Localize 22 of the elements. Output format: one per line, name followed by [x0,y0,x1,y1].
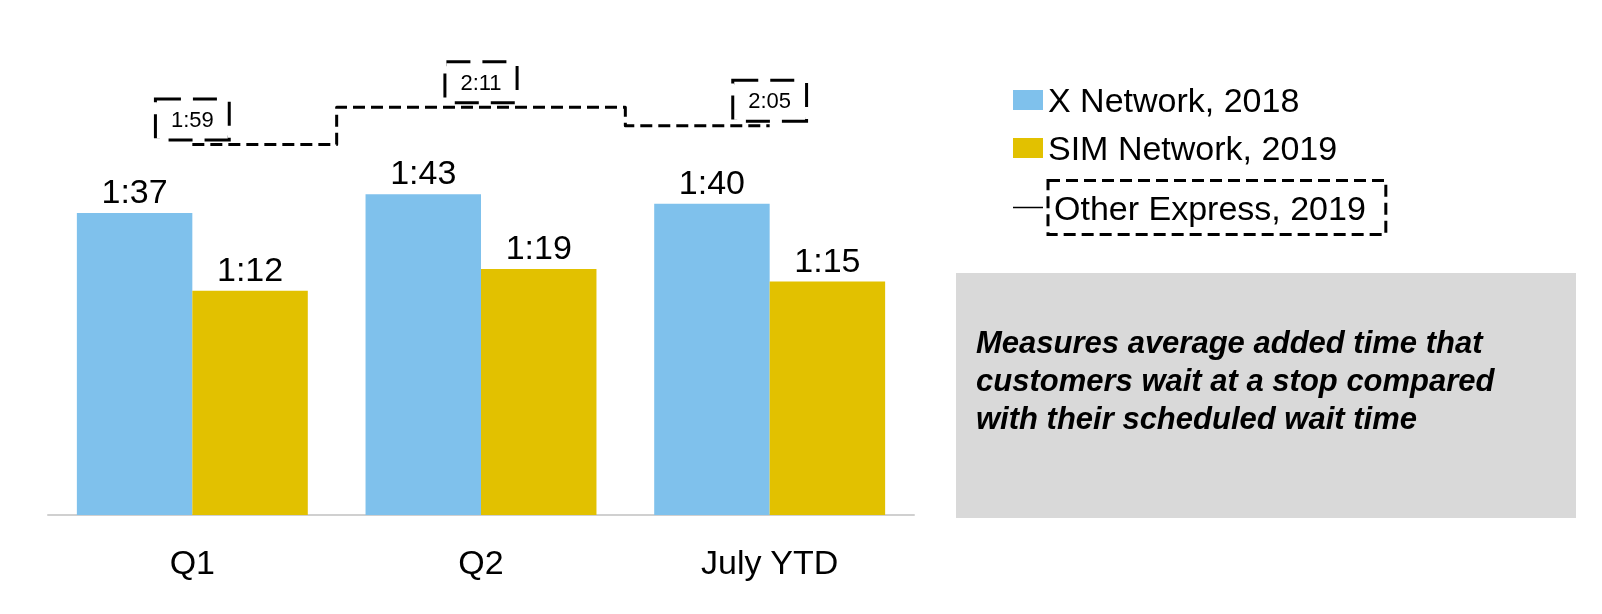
bar [192,290,308,515]
x-tick-label: Q1 [169,543,216,581]
bar [481,269,597,515]
data-label: 1:40 [678,162,746,201]
data-label: 1:37 [101,172,168,211]
data-label: 1:43 [390,153,457,192]
legend-label: X Network, 2018 [1048,81,1300,119]
x-tick-label: July YTD [701,543,839,581]
legend-label: Other Express, 2019 [1054,188,1366,227]
x-tick-label: Q2 [458,543,504,581]
data-label: 2:05 [748,88,792,114]
bar [365,194,481,515]
legend-label: SIM Network, 2019 [1048,129,1338,167]
bar [654,203,770,515]
bar [76,213,193,515]
data-label: 2:11 [460,69,502,95]
text: Measures average added time that customers wait at a stop compared with their scheduled wait time [976,324,1504,436]
data-label: 1:12 [216,249,284,288]
bar [769,281,886,515]
data-label: 1:19 [505,228,572,267]
data-label: 1:59 [170,107,214,133]
data-label: 1:15 [794,240,861,279]
